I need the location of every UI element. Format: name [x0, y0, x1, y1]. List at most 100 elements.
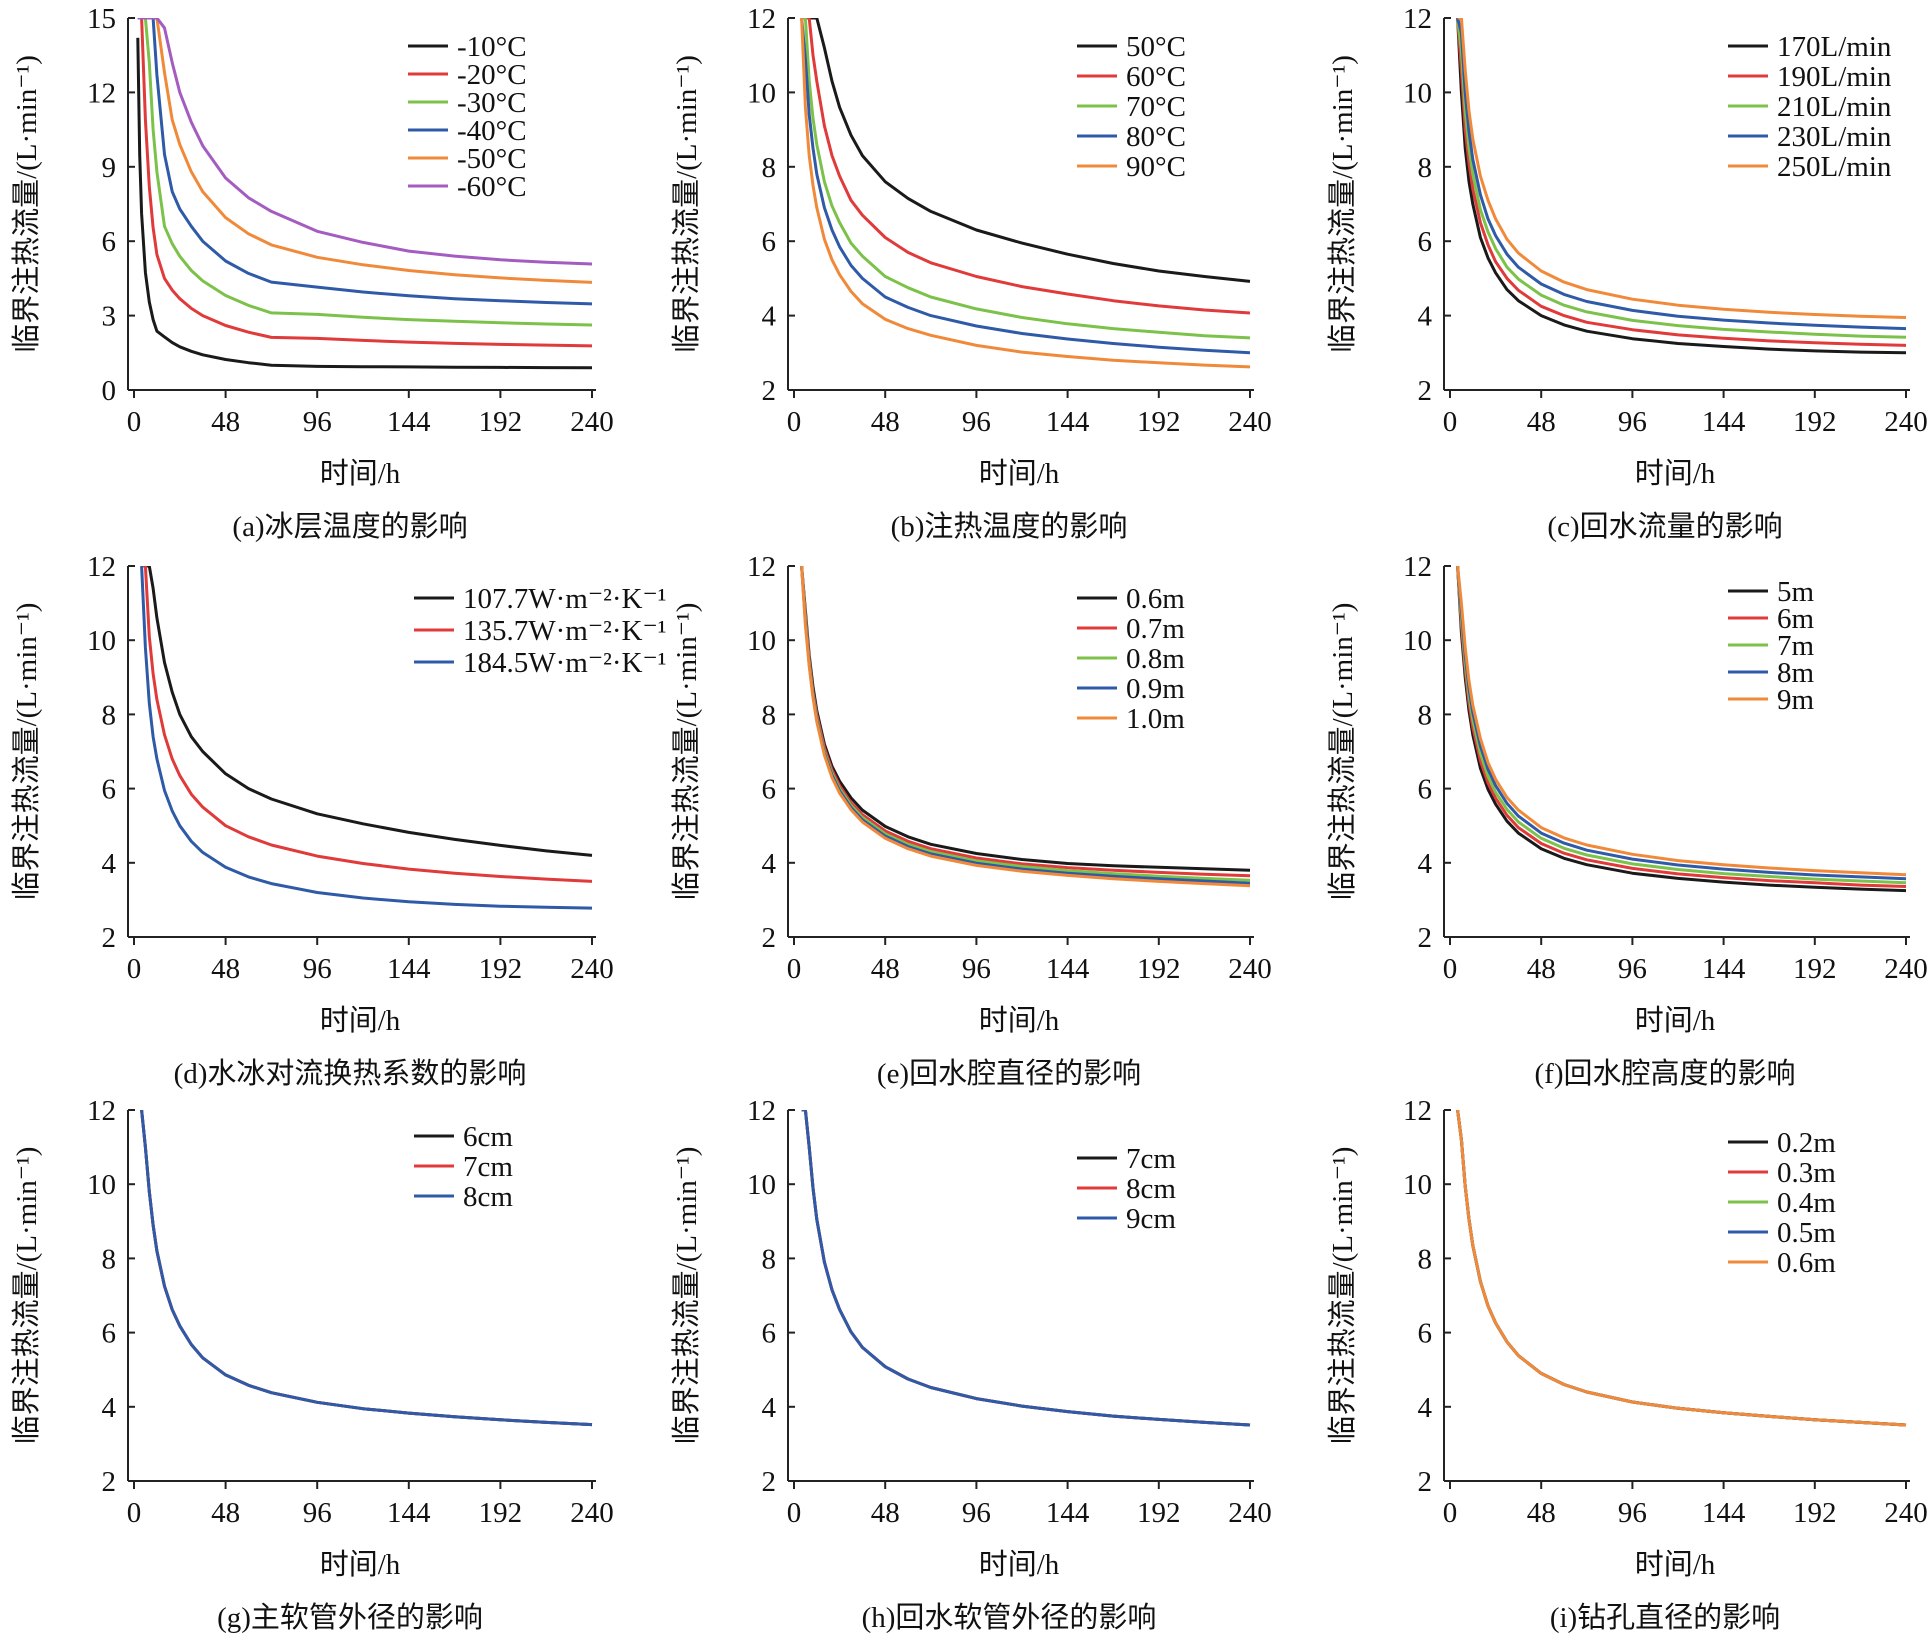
series-line-3 — [137, 18, 593, 306]
legend-label: 107.7W·m⁻²·K⁻¹ — [463, 583, 666, 615]
x-tick-label: 144 — [387, 953, 431, 985]
legend-label: 1.0m — [1126, 703, 1185, 735]
series-line-2 — [140, 566, 593, 910]
legend-label: 90°C — [1126, 151, 1186, 183]
chart-panel-f: 2 4 6 8 10 12 0 48 96 144 192 240 时间/h 临界注热流量/(L·min⁻… — [1326, 551, 1928, 1090]
x-axis-title: 时间/h — [320, 1004, 401, 1037]
y-axis-title: 临界注热流量/(L·min⁻¹) — [1326, 55, 1359, 353]
x-tick-label: 96 — [962, 406, 991, 438]
legend-label: 0.4m — [1777, 1187, 1836, 1219]
series-line-2 — [137, 18, 593, 327]
y-axis-title: 临界注热流量/(L·min⁻¹) — [670, 603, 703, 901]
y-tick-label: 12 — [1403, 551, 1432, 583]
series-line-4 — [1457, 18, 1907, 319]
x-tick-label: 240 — [1228, 1497, 1272, 1529]
series-line-1 — [801, 1110, 1251, 1427]
legend-label: 0.5m — [1777, 1217, 1836, 1249]
x-tick-label: 0 — [787, 406, 802, 438]
panel-caption: (i)钻孔直径的影响 — [1550, 1601, 1780, 1634]
y-tick-label: 12 — [87, 77, 116, 109]
x-tick-label: 144 — [1702, 406, 1746, 438]
x-tick-label: 240 — [570, 406, 614, 438]
series-line-0 — [1456, 1110, 1907, 1427]
x-tick-label: 192 — [1137, 1497, 1181, 1529]
series-line-4 — [1456, 566, 1907, 877]
x-tick-label: 48 — [871, 953, 900, 985]
x-axis-title: 时间/h — [320, 457, 401, 490]
chart-panel-b: 2 4 6 8 10 12 0 48 96 144 192 240 时间/h 临界注热流量/(L·min⁻… — [670, 3, 1272, 543]
x-tick-label: 48 — [1527, 953, 1556, 985]
y-tick-label: 8 — [762, 152, 777, 184]
y-tick-label: 6 — [1418, 226, 1433, 258]
series-line-1 — [1456, 1110, 1907, 1427]
panel-caption: (c)回水流量的影响 — [1547, 510, 1782, 543]
series-line-4 — [800, 566, 1251, 888]
y-axis-title: 临界注热流量/(L·min⁻¹) — [10, 55, 43, 353]
series-line-2 — [1456, 18, 1907, 339]
x-axis-title: 时间/h — [320, 1548, 401, 1581]
y-tick-label: 4 — [762, 1392, 777, 1424]
y-tick-label: 12 — [87, 1095, 116, 1127]
series-line-4 — [137, 18, 593, 284]
y-tick-label: 8 — [1418, 152, 1433, 184]
y-tick-label: 6 — [102, 774, 117, 806]
y-tick-label: 10 — [1403, 77, 1432, 109]
series-line-0 — [801, 1110, 1251, 1427]
series-line-0 — [1456, 566, 1907, 893]
x-tick-label: 192 — [1793, 406, 1837, 438]
legend-label: 8cm — [463, 1181, 513, 1213]
series-line-2 — [1456, 1110, 1907, 1427]
legend: 0.6m0.7m0.8m0.9m1.0m — [1077, 583, 1185, 735]
legend-label: 7m — [1777, 630, 1815, 662]
legend-label: -20°C — [457, 59, 527, 91]
x-tick-label: 96 — [962, 953, 991, 985]
x-axis-title: 时间/h — [979, 1548, 1060, 1581]
legend-label: 50°C — [1126, 31, 1186, 63]
x-tick-label: 48 — [211, 953, 240, 985]
series-line-0 — [136, 37, 593, 370]
legend-label: 8cm — [1126, 1173, 1176, 1205]
y-tick-label: 2 — [102, 922, 117, 954]
y-tick-label: 15 — [87, 3, 116, 35]
series-line-2 — [801, 18, 1251, 340]
series-line-0 — [140, 1110, 593, 1427]
y-tick-label: 8 — [102, 699, 117, 731]
x-axis-title: 时间/h — [979, 1004, 1060, 1037]
series-line-4 — [1456, 1110, 1907, 1427]
x-tick-label: 0 — [127, 1497, 142, 1529]
y-tick-label: 6 — [1418, 1318, 1433, 1350]
y-tick-label: 2 — [102, 1466, 117, 1498]
series-line-1 — [140, 1110, 593, 1427]
legend-label: 0.8m — [1126, 643, 1185, 675]
x-tick-label: 0 — [1443, 406, 1458, 438]
x-tick-label: 96 — [1618, 953, 1647, 985]
x-axis-title: 时间/h — [1635, 1548, 1716, 1581]
legend: 107.7W·m⁻²·K⁻¹135.7W·m⁻²·K⁻¹184.5W·m⁻²·K… — [414, 583, 666, 679]
x-tick-label: 96 — [1618, 406, 1647, 438]
y-tick-label: 2 — [762, 1466, 777, 1498]
x-tick-label: 240 — [1884, 953, 1928, 985]
panel-caption: (d)水冰对流换热系数的影响 — [174, 1057, 527, 1090]
y-tick-label: 4 — [102, 1392, 117, 1424]
x-tick-label: 144 — [1702, 1497, 1746, 1529]
x-tick-label: 0 — [1443, 1497, 1458, 1529]
legend-label: -10°C — [457, 31, 527, 63]
legend: -10°C-20°C-30°C-40°C-50°C-60°C — [408, 31, 527, 203]
y-tick-label: 4 — [762, 301, 777, 333]
chart-panel-e: 2 4 6 8 10 12 0 48 96 144 192 240 时间/h 临界注热流量/(L·min⁻… — [670, 551, 1272, 1090]
x-tick-label: 240 — [1228, 953, 1272, 985]
legend-label: 135.7W·m⁻²·K⁻¹ — [463, 615, 666, 647]
x-tick-label: 240 — [1884, 406, 1928, 438]
y-axis-title: 临界注热流量/(L·min⁻¹) — [1326, 603, 1359, 901]
chart-panel-a: 0 3 6 9 12 15 0 48 96 144 192 240 时间/h 临界注热流量/(L·min⁻… — [10, 3, 614, 543]
legend: 50°C60°C70°C80°C90°C — [1077, 31, 1186, 183]
x-tick-label: 96 — [303, 1497, 332, 1529]
x-tick-label: 240 — [1884, 1497, 1928, 1529]
legend-label: 70°C — [1126, 91, 1186, 123]
legend-label: -30°C — [457, 87, 527, 119]
y-tick-label: 4 — [1418, 1392, 1433, 1424]
y-axis-title: 临界注热流量/(L·min⁻¹) — [10, 1147, 43, 1445]
x-tick-label: 0 — [127, 953, 142, 985]
